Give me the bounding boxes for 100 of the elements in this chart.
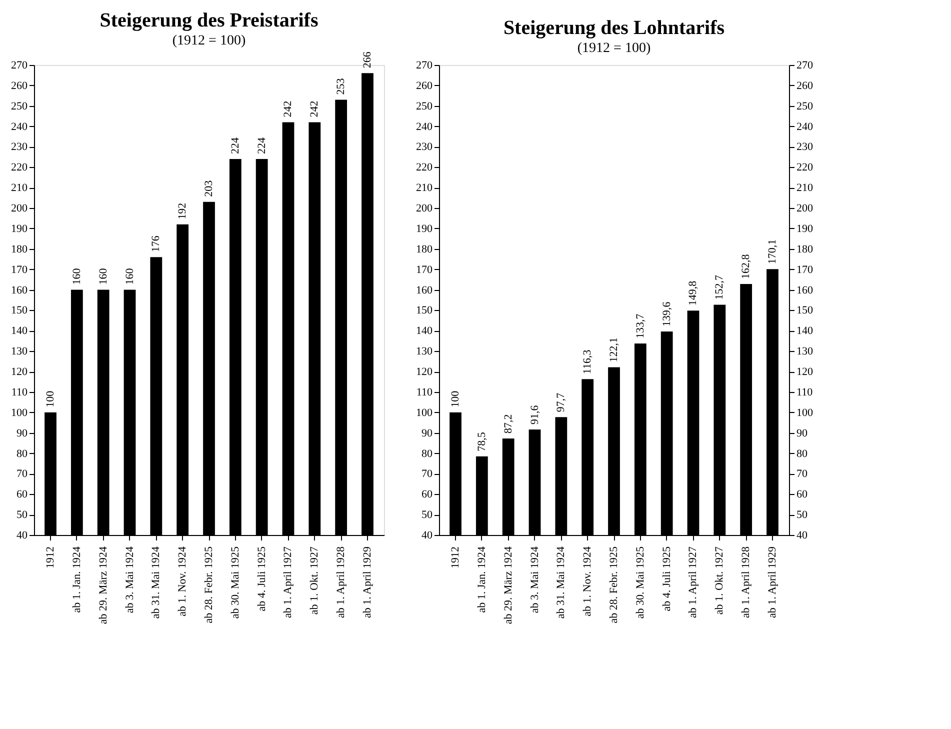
y-tick-label: 120 (11, 366, 28, 378)
y-tick-label: 180 (416, 243, 433, 256)
data-label: 149,8 (687, 280, 700, 306)
y-tick-label: 240 (11, 120, 28, 133)
y2-tick-label: 50 (796, 509, 808, 522)
data-label: 253 (335, 78, 348, 95)
x-tick-label: ab 28. Febr. 1925 (203, 546, 215, 624)
y2-tick-label: 110 (796, 386, 814, 398)
y-tick-label: 40 (422, 530, 433, 542)
y-tick-label: 50 (422, 509, 433, 522)
y-tick-label: 80 (422, 448, 433, 460)
data-label: 139,6 (660, 301, 673, 326)
data-label: 162,8 (740, 254, 752, 280)
y-tick-label: 130 (416, 346, 433, 358)
y-tick-label: 190 (416, 222, 433, 235)
data-label: 170,1 (766, 239, 778, 264)
data-label: 97,7 (555, 392, 568, 412)
y2-tick-label: 90 (796, 427, 808, 440)
y2-tick-label: 60 (796, 488, 808, 501)
data-label: 116,3 (582, 349, 594, 374)
x-tick-label: ab 1. April 1929 (766, 546, 778, 618)
data-label: 192 (176, 202, 189, 220)
y-tick-label: 140 (11, 325, 28, 338)
x-tick-label: ab 1. Jan. 1924 (476, 546, 488, 613)
y-tick-label: 100 (416, 406, 433, 419)
x-tick-label: ab 1. April 1927 (282, 546, 294, 618)
y-tick-label: 250 (416, 100, 433, 112)
y-tick-label: 130 (11, 346, 28, 358)
y-tick-label: 100 (11, 406, 28, 419)
y-tick-label: 90 (422, 427, 433, 440)
y2-tick-label: 130 (796, 346, 814, 358)
y-tick-label: 50 (16, 509, 28, 522)
y2-tick-label: 270 (796, 60, 814, 72)
data-label: 176 (150, 235, 162, 252)
y2-tick-label: 120 (796, 366, 814, 378)
x-tick-label: ab 1. April 1928 (740, 546, 752, 618)
data-label: 152,7 (714, 274, 726, 300)
y2-tick-label: 210 (796, 182, 814, 194)
y-tick-label: 40 (16, 530, 28, 542)
y-tick-label: 60 (422, 488, 433, 501)
y-tick-label: 140 (416, 325, 433, 338)
y-tick-label: 240 (416, 120, 433, 133)
data-label: 203 (203, 180, 215, 197)
x-tick-label: ab 1. Jan. 1924 (70, 546, 83, 613)
x-tick-label: ab 1. Nov. 1924 (176, 546, 189, 616)
y-tick-label: 220 (11, 162, 28, 174)
chart-subtitle: (1912 = 100) (577, 41, 651, 56)
x-tick-label: ab 1. April 1927 (687, 546, 700, 618)
y-tick-label: 230 (416, 141, 433, 154)
data-label: 160 (97, 268, 110, 285)
x-tick-label: ab 4. Juli 1925 (256, 546, 268, 612)
y2-tick-label: 160 (796, 284, 814, 296)
y-tick-label: 210 (11, 182, 28, 194)
y-tick-label: 160 (11, 284, 28, 296)
y-tick-label: 230 (11, 141, 28, 154)
x-tick-label: ab 3. Mai 1924 (124, 546, 136, 614)
chart-subtitle: (1912 = 100) (172, 34, 246, 49)
data-label: 122,1 (608, 337, 620, 362)
y-tick-label: 190 (11, 222, 28, 235)
y2-tick-label: 100 (796, 406, 814, 419)
y-tick-label: 110 (416, 386, 433, 398)
y2-tick-label: 230 (796, 141, 814, 154)
y-tick-label: 260 (11, 80, 28, 92)
y-tick-label: 200 (416, 202, 433, 215)
y-tick-label: 90 (16, 427, 28, 440)
data-label: 160 (124, 268, 136, 285)
y2-tick-label: 70 (796, 468, 808, 480)
x-tick-label: ab 1. Nov. 1924 (582, 546, 594, 616)
y2-tick-label: 190 (796, 222, 814, 235)
x-tick-label: ab 30. Mai 1925 (634, 546, 646, 619)
x-tick-label: ab 30. Mai 1925 (229, 546, 242, 619)
y-tick-label: 270 (416, 60, 433, 72)
y-tick-label: 110 (11, 386, 28, 398)
data-label: 91,6 (528, 404, 541, 425)
data-label: 224 (229, 137, 242, 154)
data-label: 242 (308, 100, 321, 118)
x-tick-label: ab 1. April 1928 (335, 546, 348, 618)
y2-tick-label: 150 (796, 304, 814, 317)
x-tick-label: ab 1. April 1929 (361, 546, 374, 618)
x-tick-label: ab 1. Okt. 1927 (308, 546, 321, 615)
x-tick-label: ab 1. Okt. 1927 (714, 546, 726, 615)
x-tick-label: ab 3. Mai 1924 (528, 546, 541, 614)
y2-tick-label: 170 (796, 264, 814, 276)
data-label: 100 (450, 390, 462, 408)
data-label: 100 (44, 390, 57, 408)
y2-tick-label: 250 (796, 100, 814, 112)
y-tick-label: 270 (11, 60, 28, 72)
data-label: 242 (282, 100, 294, 118)
y-tick-label: 80 (16, 448, 28, 460)
y-tick-label: 180 (11, 243, 28, 256)
y-tick-label: 70 (422, 468, 433, 480)
x-tick-label: 1912 (450, 546, 462, 568)
y2-tick-label: 180 (796, 243, 814, 256)
y-tick-label: 60 (16, 488, 28, 501)
y-tick-label: 250 (11, 100, 28, 112)
x-tick-label: ab 29. März 1924 (97, 546, 110, 624)
y2-tick-label: 240 (796, 120, 814, 133)
y-tick-label: 150 (11, 304, 28, 317)
y2-tick-label: 260 (796, 80, 814, 92)
x-tick-label: ab 31. Mai 1924 (555, 546, 568, 619)
